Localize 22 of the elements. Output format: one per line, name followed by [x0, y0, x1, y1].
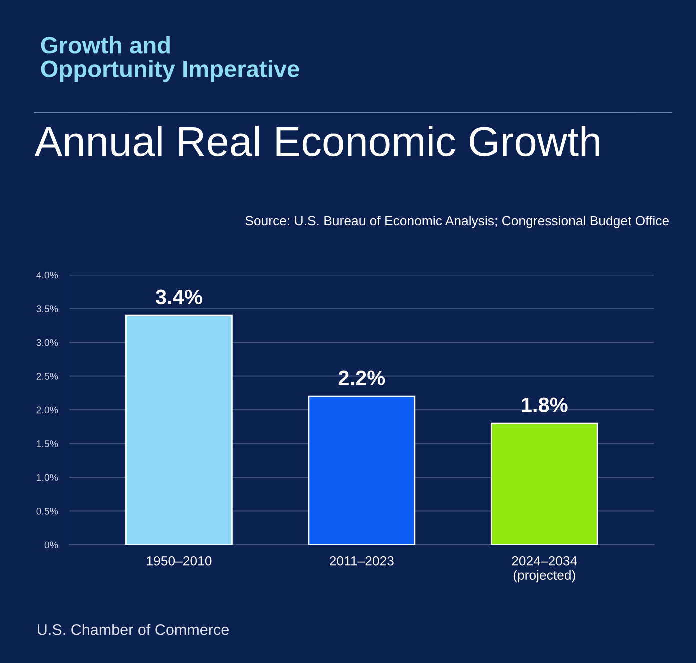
y-tick-label: 3.0%: [36, 339, 58, 346]
text: U.S. Chamber of Commerce: [38, 624, 229, 636]
data-label: 3.4%: [156, 290, 202, 305]
data-label: 2.2%: [338, 370, 386, 386]
x-tick-label: 2011–2023: [330, 556, 394, 566]
y-tick-label: 4.0%: [36, 272, 58, 279]
x-tick-label: 2024–2034 (projected): [512, 556, 578, 583]
y-tick-label: 0%: [44, 542, 58, 549]
y-tick-label: 0.5%: [36, 508, 58, 515]
chart-subtitle: Growth and Opportunity Imperative: [41, 36, 300, 82]
bar: [308, 396, 416, 545]
y-tick-label: 1.0%: [37, 474, 58, 482]
chart-title: Annual Real Economic Growth: [34, 126, 600, 157]
bar: [126, 314, 233, 545]
y-tick-label: 3.5%: [36, 306, 58, 312]
y-tick-label: 1.5%: [37, 440, 58, 448]
y-tick-label: 2.0%: [36, 406, 58, 414]
data-label: 1.8%: [522, 398, 568, 412]
x-tick-label: 1950–2010: [147, 556, 212, 566]
bar: [490, 422, 598, 545]
source-note: Source: U.S. Bureau of Economic Analysis; Congressional Budget Office: [246, 216, 669, 228]
y-tick-label: 2.5%: [36, 373, 58, 380]
